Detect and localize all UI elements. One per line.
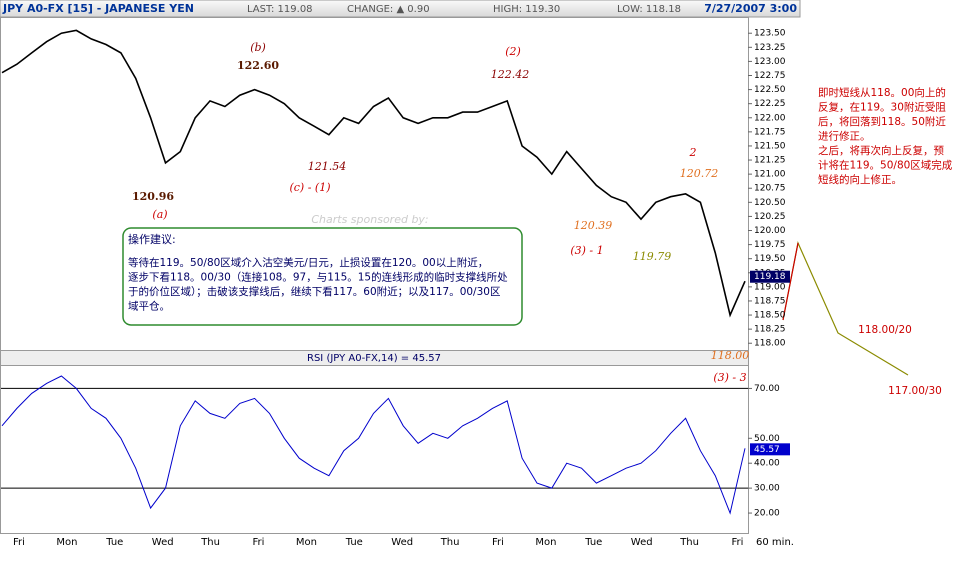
- wave-annotation: (c) - (1): [289, 181, 330, 194]
- wave-annotation: (2): [505, 45, 521, 58]
- commentary-line: 之后，将再次向上反复，预: [818, 144, 944, 157]
- y-tick-label: 122.25: [754, 99, 786, 109]
- commentary-line: 即时短线从118。00向上的: [818, 86, 946, 99]
- x-tick-label: Tue: [584, 537, 602, 548]
- y-tick-label: 119.75: [754, 240, 786, 250]
- y-tick-label: 121.50: [754, 141, 786, 151]
- x-tick-label: Thu: [440, 537, 460, 548]
- advice-title: 操作建议:: [128, 232, 176, 246]
- y-tick-label: 120.00: [754, 226, 786, 236]
- y-tick-label: 118.75: [754, 296, 786, 306]
- y-tick-label: 123.25: [754, 43, 786, 53]
- y-tick-label: 123.00: [754, 57, 786, 67]
- y-tick-label: 120.75: [754, 184, 786, 194]
- x-tick-label: Tue: [345, 537, 363, 548]
- y-tick-label: 119.00: [754, 282, 786, 292]
- wave-annotation: 120.96: [132, 190, 174, 203]
- wave-annotation: (3) - 3: [713, 371, 746, 384]
- wave-annotation: (3) - 1: [570, 244, 603, 257]
- x-tick-label: Mon: [535, 537, 556, 548]
- x-tick-label: Tue: [105, 537, 123, 548]
- target-label: 118.00/20: [858, 324, 912, 336]
- y-tick-label: 122.00: [754, 113, 786, 123]
- x-tick-label: Wed: [631, 537, 653, 548]
- wave-annotation: 120.39: [574, 219, 613, 232]
- x-tick-label: Fri: [492, 537, 504, 548]
- forecast-arrow: [782, 241, 909, 376]
- wave-annotation: (b): [250, 41, 266, 54]
- sponsor: Charts sponsored by:: [311, 213, 428, 226]
- commentary-line: 反复，在119。30附近受阻: [818, 101, 946, 114]
- y-tick-label: 121.00: [754, 170, 786, 180]
- y-tick-label: 118.00: [754, 339, 786, 349]
- rsi-frame: [0, 365, 749, 534]
- y-tick-label: 120.50: [754, 198, 786, 208]
- y-tick-label: 122.50: [754, 85, 786, 95]
- x-tick-label: Fri: [732, 537, 744, 548]
- wave-annotation: 2: [689, 146, 697, 159]
- series-line: [1, 29, 746, 318]
- y-tick-label: 123.50: [754, 29, 786, 39]
- x-tick-label: Fri: [13, 537, 25, 548]
- rsi-title: RSI (JPY A0-FX,14) = 45.57: [307, 353, 441, 364]
- advice-line: 逐步下看118。00/30（连接108。97，与115。15的连线形成的临时支撑…: [128, 271, 508, 284]
- advice-line: 于的价位区域）；击破该支撑线后，继续下看117。60附近；以及117。00/30…: [128, 285, 500, 298]
- x-tick-label: Thu: [200, 537, 220, 548]
- x-tick-label: Thu: [679, 537, 699, 548]
- x-tick-label: Wed: [391, 537, 413, 548]
- y-tick-label: 20.00: [754, 509, 780, 519]
- symbol: JPY A0-FX [15] - JAPANESE YEN: [2, 2, 194, 15]
- y-tick-label: 118.25: [754, 325, 786, 335]
- x-tick-label: Mon: [56, 537, 77, 548]
- x-tick-label: Fri: [253, 537, 265, 548]
- advice-line: 域平仓。: [128, 300, 170, 313]
- y-tick-label: 50.00: [754, 434, 780, 444]
- commentary-line: 计将在119。50/80区域完成: [818, 159, 953, 172]
- wave-annotation: 119.79: [633, 250, 672, 263]
- series-line: [1, 375, 746, 515]
- y-tick-label: 30.00: [754, 484, 780, 494]
- wave-annotation: 122.42: [491, 68, 530, 81]
- advice-box: [122, 227, 523, 326]
- y-tick-label: 120.25: [754, 212, 786, 222]
- y-tick-label: 122.75: [754, 71, 786, 81]
- high: HIGH: 119.30: [493, 4, 560, 15]
- x-tick-label: Wed: [152, 537, 174, 548]
- advice-line: 等待在119。50/80区域介入沽空美元/日元，止损设置在120。00以上附近，: [128, 256, 488, 269]
- wave-annotation: 120.72: [680, 167, 719, 180]
- x-tick-label: 60 min.: [756, 537, 794, 548]
- y-tick-label: 121.75: [754, 127, 786, 137]
- y-tick-label: 70.00: [754, 384, 780, 394]
- x-tick-label: Mon: [296, 537, 317, 548]
- wave-annotation: 121.54: [308, 160, 347, 173]
- y-tick-label: 118.50: [754, 311, 786, 321]
- y-tick-label: 121.25: [754, 156, 786, 166]
- y-tick-label: 119.50: [754, 254, 786, 264]
- commentary-line: 后，将回落到118。50附近: [818, 115, 946, 128]
- datetime: 7/27/2007 3:00: [704, 2, 797, 15]
- low: LOW: 118.18: [617, 4, 681, 15]
- y-tick-label: 40.00: [754, 459, 780, 469]
- forecast-up: [782, 242, 799, 321]
- last-value-label: 119.18: [754, 272, 786, 282]
- target-label: 117.00/30: [888, 385, 942, 397]
- wave-annotation: 118.00: [711, 349, 750, 362]
- change: CHANGE: ▲ 0.90: [347, 4, 430, 15]
- last: LAST: 119.08: [247, 4, 313, 15]
- commentary-line: 短线的向上修正。: [818, 173, 902, 186]
- wave-annotation: 122.60: [237, 59, 279, 72]
- commentary-line: 进行修正。: [818, 130, 871, 143]
- last-value-box: [750, 443, 790, 456]
- last-value-box: [750, 270, 790, 283]
- wave-annotation: (a): [152, 208, 167, 221]
- last-value-label: 45.57: [754, 445, 780, 455]
